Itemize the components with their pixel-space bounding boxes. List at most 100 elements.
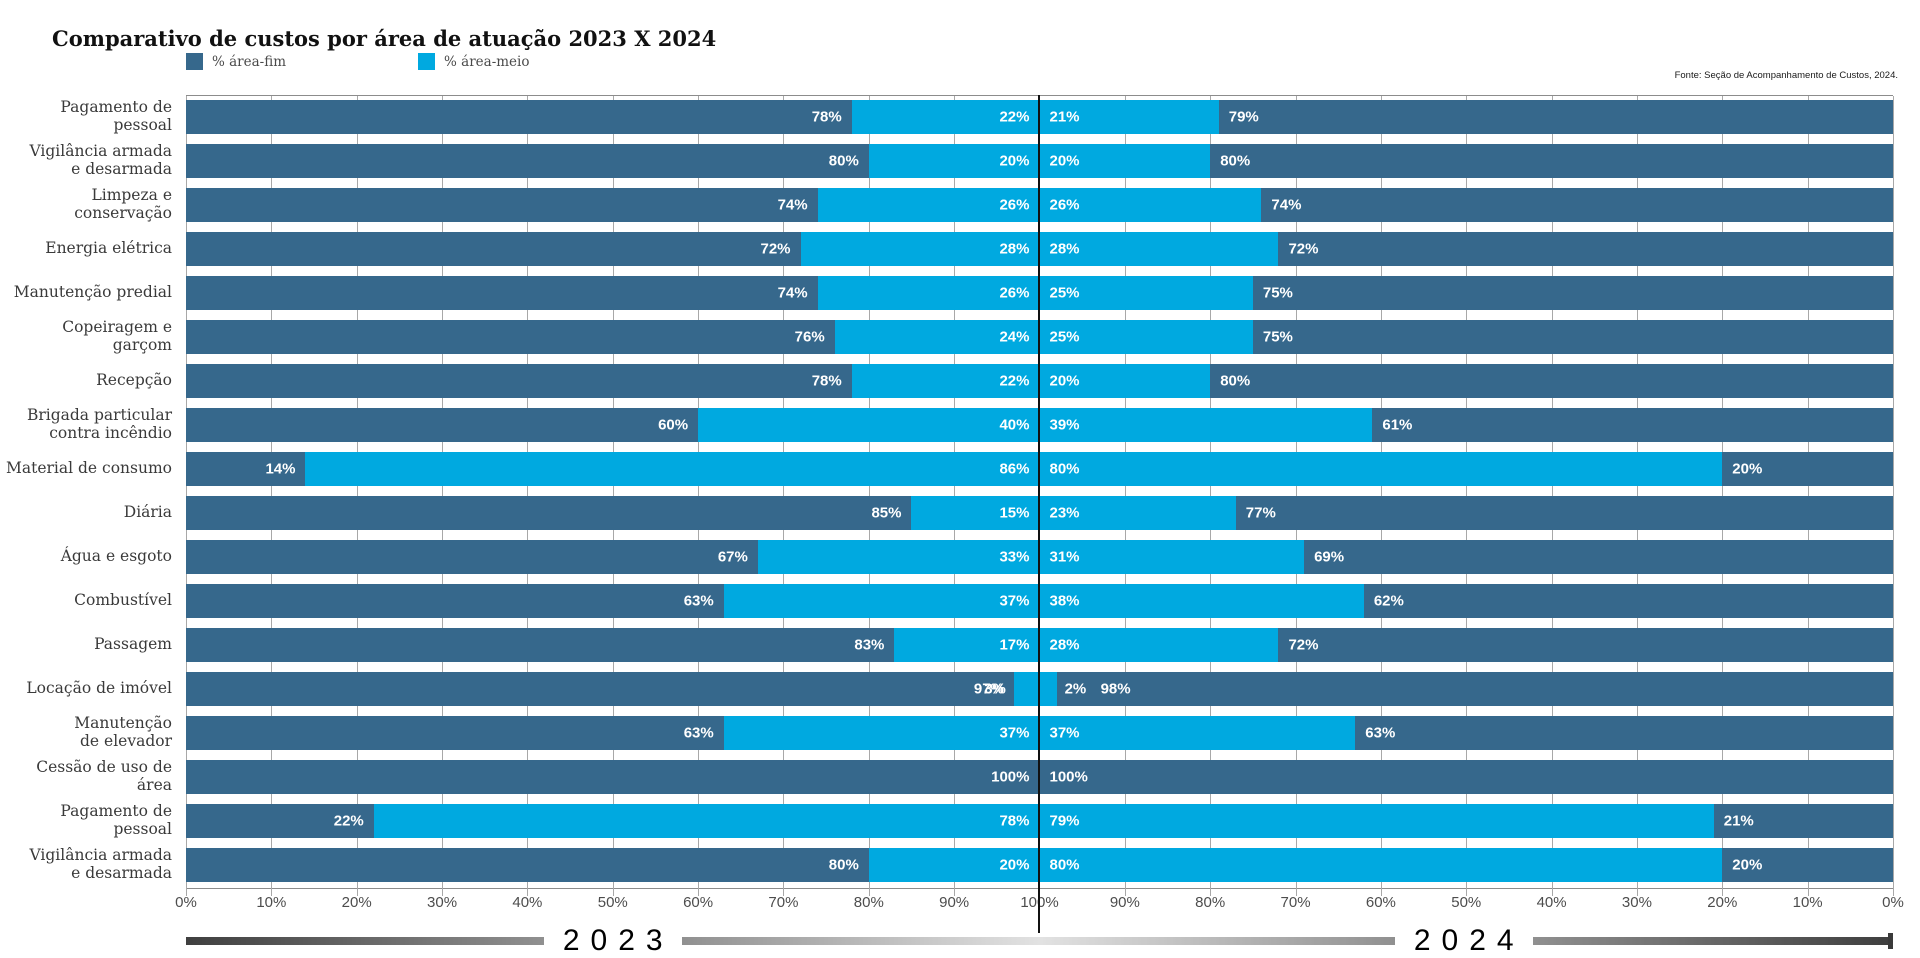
- value-2024-area-fim: 72%: [1288, 636, 1319, 654]
- bar-2023: 72% 28%: [186, 232, 1040, 266]
- value-2024-area-fim: 80%: [1220, 372, 1251, 390]
- x-axis-tick: 50%: [1451, 894, 1482, 911]
- segment-2023-area-meio: [868, 848, 1040, 882]
- segment-2024-area-meio: [1039, 628, 1279, 662]
- chart-row: Energia elétrica 72% 28% 28% 72%: [0, 227, 1893, 271]
- category-label: Material de consumo: [6, 459, 172, 478]
- bar-track: 85% 15% 23% 77%: [186, 496, 1893, 530]
- bar-2023: 76% 24%: [186, 320, 1040, 354]
- segment-2023-area-meio: [894, 628, 1040, 662]
- bar-track: 14% 86% 80% 20%: [186, 452, 1893, 486]
- segment-2023-area-fim: [186, 144, 869, 178]
- bar-2024: 20% 80%: [1039, 144, 1894, 178]
- x-axis-tick-labels: 0%10%20%30%40%50%60%70%80%90%100%90%80%7…: [175, 894, 1904, 916]
- segment-2024-area-meio: [1039, 232, 1279, 266]
- chart-row: Brigada particular contra incêndio 60% 40%…: [0, 403, 1893, 447]
- bar-track: 67% 33% 31% 69%: [186, 540, 1893, 574]
- value-2023-area-meio: 15%: [999, 504, 1030, 522]
- chart-row: Diária 85% 15% 23% 77%: [0, 491, 1893, 535]
- x-axis-tick: 10%: [1792, 894, 1823, 911]
- segment-2023-area-fim: [186, 848, 869, 882]
- bar-track: 78% 22% 21% 79%: [186, 100, 1893, 134]
- gridline: [1893, 96, 1894, 896]
- segment-2024-area-fim: [1355, 716, 1893, 750]
- value-2024-area-meio: 37%: [1049, 724, 1080, 742]
- chart-row: Combustível 63% 37% 38% 62%: [0, 579, 1893, 623]
- bar-2023: 74% 26%: [186, 276, 1040, 310]
- value-2023-area-fim: 72%: [760, 240, 791, 258]
- category-label: Pagamento de pessoal: [60, 802, 172, 838]
- bar-2023: 80% 20%: [186, 848, 1040, 882]
- x-axis-tick: 80%: [1195, 894, 1226, 911]
- value-2023-area-meio: 78%: [999, 812, 1030, 830]
- bar-2024: 26% 74%: [1039, 188, 1894, 222]
- bar-track: 63% 37% 38% 62%: [186, 584, 1893, 618]
- value-2023-area-fim: 74%: [777, 196, 808, 214]
- category-label: Água e esgoto: [60, 547, 172, 566]
- bar-2024: 100%: [1039, 760, 1893, 794]
- bar-2023: 63% 37%: [186, 716, 1040, 750]
- chart-row: Copeiragem e garçom 76% 24% 25% 75%: [0, 315, 1893, 359]
- value-2024-area-fim: 63%: [1365, 724, 1396, 742]
- value-2023-area-meio: 33%: [999, 548, 1030, 566]
- segment-2023-area-meio: [800, 232, 1040, 266]
- bar-2023: 80% 20%: [186, 144, 1040, 178]
- category-label: Recepção: [96, 371, 172, 390]
- segment-2024-area-fim: [1261, 188, 1893, 222]
- x-axis-tick: 80%: [853, 894, 884, 911]
- chart-row: Material de consumo 14% 86% 80% 20%: [0, 447, 1893, 491]
- bar-2024: 28% 72%: [1039, 628, 1894, 662]
- value-2024-area-fim: 61%: [1382, 416, 1413, 434]
- segment-2024-area-meio: [1039, 716, 1356, 750]
- value-2024-area-fim: 100%: [1049, 768, 1088, 786]
- bar-track: 97% 3% 2% 98%: [186, 672, 1893, 706]
- x-axis-tick: 70%: [768, 894, 799, 911]
- segment-2024-area-meio: [1039, 408, 1373, 442]
- value-2023-area-fim: 67%: [717, 548, 748, 566]
- category-label: Energia elétrica: [45, 239, 172, 258]
- x-axis-tick: 60%: [1365, 894, 1396, 911]
- segment-2023-area-fim: [186, 716, 724, 750]
- value-2023-area-fim: 100%: [991, 768, 1030, 786]
- x-axis-tick: 10%: [256, 894, 287, 911]
- value-2023-area-meio: 86%: [999, 460, 1030, 478]
- chart-row: Manutenção de elevador 63% 37% 37% 63%: [0, 711, 1893, 755]
- x-axis-tick: 60%: [683, 894, 714, 911]
- segment-2023-area-meio: [851, 100, 1040, 134]
- legend-item-area-meio: % área-meio: [418, 53, 530, 70]
- segment-2023-area-meio: [868, 144, 1040, 178]
- value-2023-area-meio: 20%: [999, 152, 1030, 170]
- bar-track: 72% 28% 28% 72%: [186, 232, 1893, 266]
- chart-row: Água e esgoto 67% 33% 31% 69%: [0, 535, 1893, 579]
- bar-track: 83% 17% 28% 72%: [186, 628, 1893, 662]
- segment-2024-area-fim: [1278, 628, 1893, 662]
- legend: % área-fim % área-meio: [186, 53, 530, 70]
- value-2023-area-fim: 78%: [811, 108, 842, 126]
- value-2023-area-fim: 80%: [828, 856, 859, 874]
- segment-2023-area-meio: [851, 364, 1040, 398]
- value-2024-area-fim: 75%: [1262, 328, 1293, 346]
- segment-2024-area-fim: [1218, 100, 1893, 134]
- value-2023-area-fim: 60%: [658, 416, 689, 434]
- chart-row: Pagamento de pessoal 78% 22% 21% 79%: [0, 95, 1893, 139]
- chart-row: Limpeza e conservação 74% 26% 26% 74%: [0, 183, 1893, 227]
- value-2024-area-fim: 69%: [1314, 548, 1345, 566]
- value-2024-area-meio: 25%: [1049, 328, 1080, 346]
- value-2024-area-fim: 77%: [1245, 504, 1276, 522]
- segment-2024-area-meio: [1039, 672, 1057, 706]
- value-2023-area-fim: 78%: [811, 372, 842, 390]
- bar-track: 76% 24% 25% 75%: [186, 320, 1893, 354]
- bar-2023: 60% 40%: [186, 408, 1040, 442]
- value-2023-area-fim: 14%: [265, 460, 296, 478]
- chart-rows: Pagamento de pessoal 78% 22% 21% 79% Vigilânc…: [0, 95, 1893, 887]
- value-2023-area-meio: 37%: [999, 592, 1030, 610]
- source-note: Fonte: Seção de Acompanhamento de Custos…: [1674, 70, 1898, 81]
- segment-2023-area-fim: [186, 452, 306, 486]
- chart-row: Vigilância armada e desarmada 80% 20% 80% 20…: [0, 843, 1893, 887]
- category-label: Copeiragem e garçom: [62, 318, 172, 354]
- segment-2023-area-fim: [186, 188, 818, 222]
- segment-2024-area-meio: [1039, 144, 1211, 178]
- gradient-strip: [1532, 937, 1888, 945]
- segment-2024-area-meio: [1039, 320, 1253, 354]
- bar-2024: 25% 75%: [1039, 320, 1893, 354]
